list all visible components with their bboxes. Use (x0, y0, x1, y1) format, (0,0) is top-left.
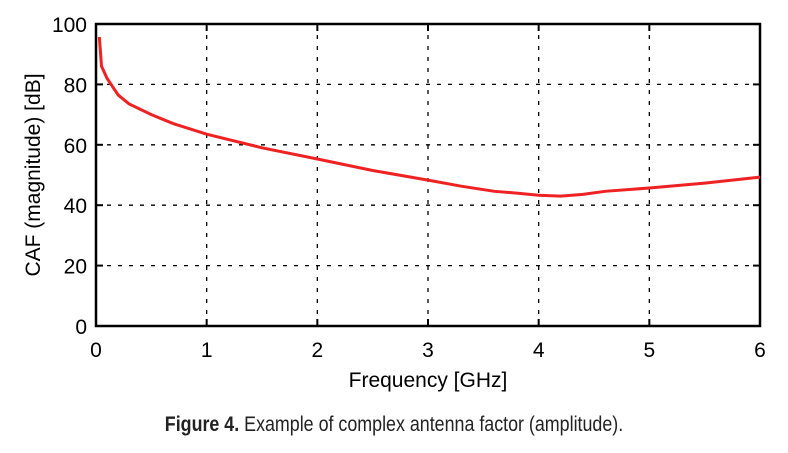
x-tick-label: 4 (533, 339, 545, 362)
x-tick-label: 3 (422, 339, 434, 362)
y-tick-label: 0 (75, 316, 87, 339)
caption-label: Figure 4. (164, 413, 240, 436)
y-tick-label: 60 (64, 135, 87, 158)
y-axis-label: CAF (magnitude) [dB] (22, 73, 45, 276)
x-axis-label: Frequency [GHz] (349, 369, 508, 392)
grid (96, 24, 760, 326)
y-tick-label: 40 (64, 195, 87, 218)
y-tick-label: 80 (64, 74, 87, 97)
x-tick-label: 1 (201, 339, 213, 362)
x-tick-label: 6 (754, 339, 766, 362)
x-tick-label: 0 (90, 339, 102, 362)
y-tick-label: 20 (64, 256, 87, 279)
caption-text: Example of complex antenna factor (ampli… (239, 413, 624, 436)
figure-caption: Figure 4. Example of complex antenna fac… (59, 413, 729, 437)
series-line-caf (97, 36, 761, 198)
x-tick-label: 2 (311, 339, 323, 362)
x-tick-label: 5 (643, 339, 655, 362)
y-tick-label: 100 (52, 14, 87, 37)
